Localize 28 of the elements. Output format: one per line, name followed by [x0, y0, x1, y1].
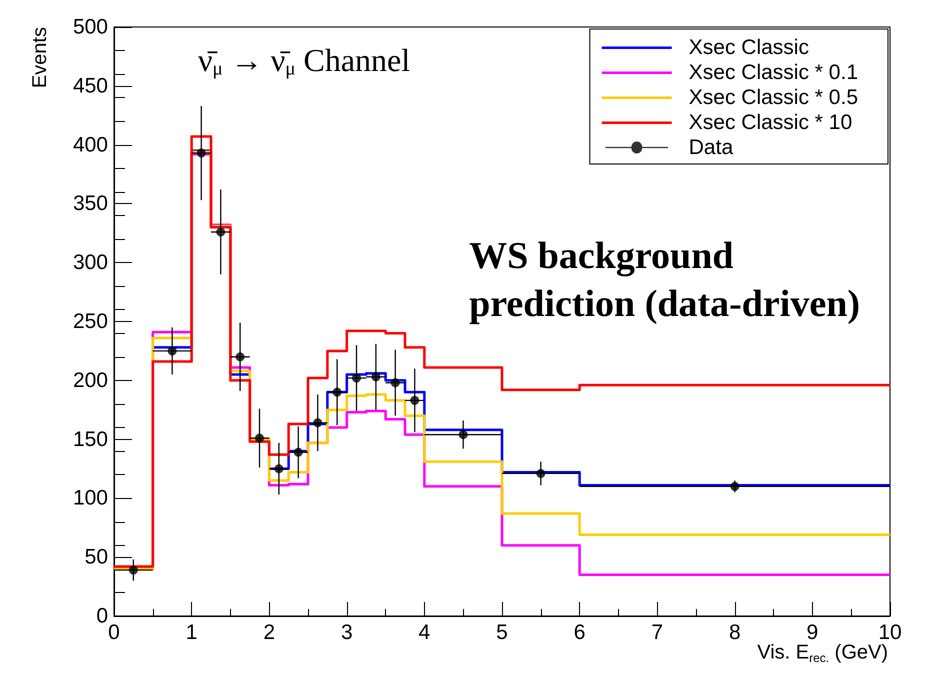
y-axis-title: Events — [29, 27, 51, 88]
y-tick-label: 450 — [72, 74, 108, 98]
y-tick-label: 0 — [96, 604, 108, 628]
y-tick-label: 150 — [72, 428, 108, 451]
x-tick-label: 5 — [496, 621, 508, 644]
y-tick-label: 300 — [72, 251, 108, 274]
annotation: WS background prediction (data-driven) — [469, 235, 860, 325]
x-tick-label: 2 — [263, 621, 276, 644]
x-tick-label: 8 — [728, 621, 741, 644]
legend-label: Xsec Classic * 0.5 — [688, 86, 858, 109]
y-tick-label: 50 — [84, 546, 108, 569]
x-tick-label: 6 — [574, 621, 586, 644]
x-tick-label: 3 — [340, 621, 353, 644]
x-tick-label: 7 — [651, 621, 664, 644]
x-tick-label: 9 — [806, 621, 818, 644]
legend-label: Data — [688, 136, 734, 159]
x-tick-label: 4 — [418, 621, 431, 644]
x-tick-label: 1 — [186, 621, 198, 644]
y-tick-label: 350 — [72, 192, 108, 216]
x-tick-label: 10 — [878, 621, 902, 644]
legend-label: Xsec Classic — [688, 36, 809, 59]
legend-label: Xsec Classic * 0.1 — [688, 61, 858, 84]
y-tick-label: 400 — [72, 133, 108, 156]
y-tick-label: 100 — [72, 486, 108, 510]
y-tick-label: 250 — [72, 310, 108, 333]
legend-label: Xsec Classic * 10 — [688, 111, 852, 134]
y-tick-label: 200 — [72, 368, 108, 392]
y-tick-label: 500 — [72, 16, 108, 38]
